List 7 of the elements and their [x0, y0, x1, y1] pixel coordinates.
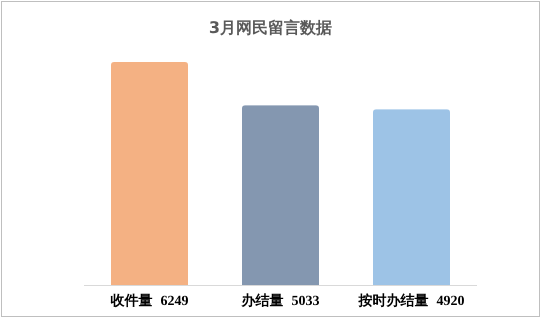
x-tick-label: 按时办结量 [358, 293, 428, 309]
data-label: 5033 [292, 294, 320, 309]
chart-title: 3月网民留言数据 [208, 18, 332, 37]
data-label: 6249 [160, 294, 188, 309]
data-label: 4920 [436, 294, 464, 309]
x-tick-label: 收件量 [110, 293, 152, 309]
x-tick-label: 办结量 [240, 293, 284, 309]
